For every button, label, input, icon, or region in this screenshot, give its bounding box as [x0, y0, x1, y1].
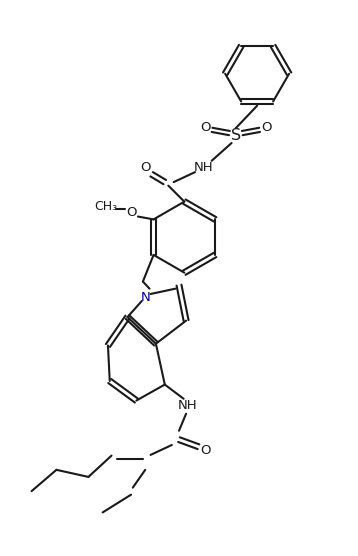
Text: O: O [126, 206, 137, 220]
Text: O: O [140, 161, 150, 175]
Text: N: N [140, 291, 150, 304]
Text: O: O [261, 121, 271, 133]
Text: CH₃: CH₃ [95, 200, 117, 213]
Text: NH: NH [178, 399, 198, 413]
Text: O: O [200, 444, 211, 457]
Text: O: O [200, 121, 211, 133]
Text: S: S [231, 128, 241, 143]
Text: NH: NH [194, 161, 214, 175]
